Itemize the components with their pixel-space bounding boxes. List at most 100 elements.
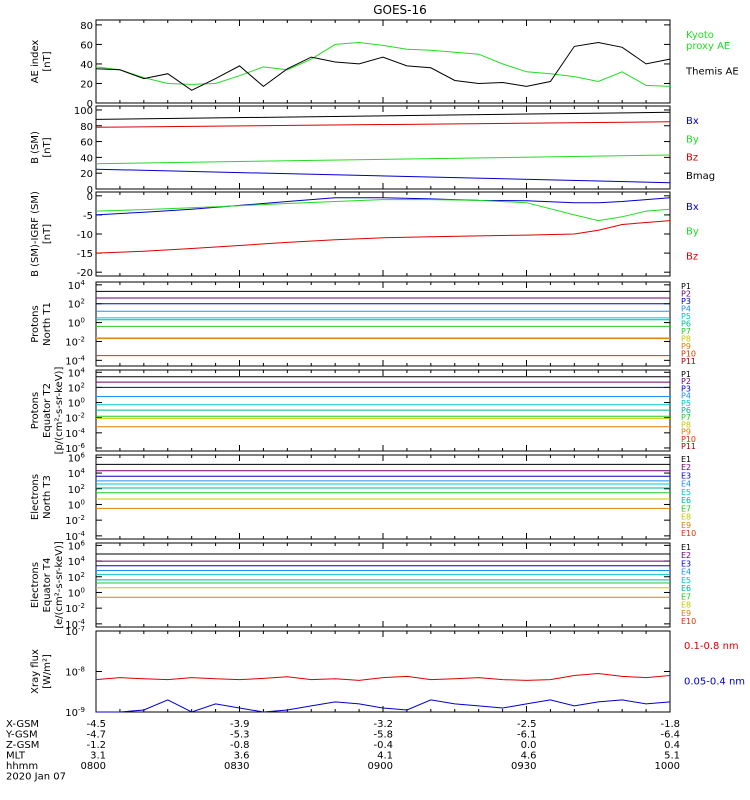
y-tick-label: 100 bbox=[68, 397, 85, 410]
series-line-bx bbox=[95, 197, 671, 216]
y-axis-label: Electrons bbox=[30, 562, 41, 608]
y-axis-label: B (SM) bbox=[30, 131, 41, 164]
legend-entry: P11 bbox=[681, 357, 696, 366]
x-axis-row-label: 2020 Jan 07 bbox=[6, 772, 66, 783]
y-tick-label: 80 bbox=[80, 21, 93, 32]
legend-entry: Bx bbox=[686, 202, 699, 213]
legend-entry: E8 bbox=[681, 513, 691, 522]
legend-entry: P3 bbox=[681, 297, 691, 306]
x-axis-row-label: hhmm bbox=[6, 761, 38, 772]
x-axis-value: 0830 bbox=[224, 761, 249, 772]
panel-frame bbox=[95, 19, 671, 104]
panel-frame bbox=[95, 454, 671, 540]
y-tick-label: 10-4 bbox=[65, 530, 85, 543]
legend-entry: E7 bbox=[681, 504, 691, 513]
legend-entry: E2 bbox=[681, 551, 691, 560]
y-tick-label: 80 bbox=[80, 122, 93, 133]
y-tick-label: 10-4 bbox=[65, 427, 85, 440]
y-tick-label: 10-2 bbox=[65, 335, 85, 348]
y-tick-label: 10-7 bbox=[65, 625, 85, 638]
y-tick-label: 20 bbox=[80, 79, 93, 90]
y-tick-label: 106 bbox=[68, 539, 86, 552]
panel-pnorth: 104 102 100 10-2 10-4 Protons North T1 P1P2P3P4… bbox=[30, 279, 696, 368]
y-tick-label: -5 bbox=[83, 211, 93, 222]
x-axis-value: -4.7 bbox=[86, 730, 106, 741]
legend-entry: P8 bbox=[681, 420, 691, 429]
y-tick-label: 10-6 bbox=[65, 442, 85, 455]
legend-entry: E3 bbox=[681, 471, 691, 480]
series-line-by bbox=[95, 154, 671, 165]
legend-entry: P9 bbox=[681, 428, 691, 437]
x-axis-value: -1.8 bbox=[660, 719, 680, 730]
x-axis-value: 4.1 bbox=[377, 751, 393, 762]
legend-entry: E1 bbox=[681, 455, 691, 464]
legend-entry: E5 bbox=[681, 576, 691, 585]
x-axis-value: 0930 bbox=[511, 761, 536, 772]
legend-entry: P2 bbox=[681, 377, 691, 386]
y-axis-label: [p/(cm²-s-sr-keV)] bbox=[54, 367, 65, 455]
x-axis-value: 1000 bbox=[655, 761, 680, 772]
y-tick-label: 104 bbox=[68, 279, 86, 292]
x-axis-value: 0.4 bbox=[664, 740, 680, 751]
y-tick-label: 104 bbox=[68, 366, 86, 379]
panel-frame bbox=[95, 191, 671, 277]
legend-entry: Themis AE bbox=[685, 67, 739, 78]
y-axis-label: Equator T4 bbox=[42, 558, 53, 613]
x-axis-value: -3.9 bbox=[230, 719, 250, 730]
legend-entry: P10 bbox=[681, 349, 696, 358]
panel-xray: 10-7 10-8 10-9 Xray flux [W/m²] 0.1-0.8 nm 0.0… bbox=[30, 625, 745, 719]
series-line-0-05-0-4-nm bbox=[96, 699, 671, 713]
legend-entry: P4 bbox=[681, 304, 691, 313]
legend-entry: E6 bbox=[681, 496, 691, 505]
legend-entry: E10 bbox=[681, 529, 696, 538]
legend-entry: By bbox=[686, 134, 699, 145]
y-axis-label: North T1 bbox=[42, 302, 53, 346]
legend-entry: Bmag bbox=[686, 171, 715, 182]
y-tick-label: 10-2 bbox=[65, 514, 85, 527]
y-axis-label: North T3 bbox=[42, 475, 53, 519]
legend-entry: 0.05-0.4 nm bbox=[684, 677, 745, 688]
y-tick-label: -10 bbox=[77, 230, 93, 241]
y-tick-label: 10-2 bbox=[65, 412, 85, 425]
legend-entry: Bz bbox=[686, 251, 698, 262]
legend-entry: 0.1-0.8 nm bbox=[684, 641, 739, 652]
legend-entry: E7 bbox=[681, 592, 691, 601]
y-tick-label: 102 bbox=[68, 571, 85, 584]
y-axis-label: Protons bbox=[30, 305, 41, 342]
y-tick-label: 104 bbox=[68, 555, 86, 568]
panel-frame bbox=[95, 281, 671, 367]
y-tick-label: 10-9 bbox=[65, 706, 85, 719]
legend-entry: P11 bbox=[681, 442, 696, 451]
legend-entry: E4 bbox=[681, 480, 691, 489]
y-axis-label: [nT] bbox=[42, 224, 53, 244]
y-axis-label: [nT] bbox=[42, 137, 53, 157]
x-axis-value: 0800 bbox=[81, 761, 106, 772]
x-axis-value: -0.8 bbox=[230, 740, 250, 751]
y-axis-label: B (SM)-IGRF (SM) bbox=[30, 191, 41, 277]
x-axis-value: 3.1 bbox=[90, 751, 106, 762]
legend-entry: P1 bbox=[681, 282, 691, 291]
y-tick-label: 100 bbox=[68, 586, 85, 599]
x-axis-value: -1.2 bbox=[86, 740, 106, 751]
x-axis-value: -6.1 bbox=[517, 730, 537, 741]
legend-entry: E6 bbox=[681, 584, 691, 593]
y-tick-label: 10-4 bbox=[65, 354, 85, 367]
legend-entry: E4 bbox=[681, 568, 691, 577]
legend-entry: E10 bbox=[681, 617, 696, 626]
series-line-bmag bbox=[95, 111, 671, 120]
x-axis-value: -4.5 bbox=[86, 719, 106, 730]
legend-entry: P5 bbox=[681, 399, 691, 408]
panel-eeq: 106 104 102 100 10-2 10-4 Electrons Equator T4[… bbox=[30, 539, 696, 631]
panel-bigrf: 0 -5 -10 -15 -20 B (SM)-IGRF (SM) [nT] Bx By Bz bbox=[30, 191, 699, 279]
y-tick-label: 0 bbox=[87, 185, 93, 196]
legend-entry: proxy AE bbox=[686, 41, 730, 52]
legend-entry: E5 bbox=[681, 488, 691, 497]
y-tick-label: 60 bbox=[80, 138, 93, 149]
chart-title: GOES-16 bbox=[373, 3, 427, 17]
x-axis-value: 5.1 bbox=[664, 751, 680, 762]
x-axis-value: -5.3 bbox=[230, 730, 250, 741]
